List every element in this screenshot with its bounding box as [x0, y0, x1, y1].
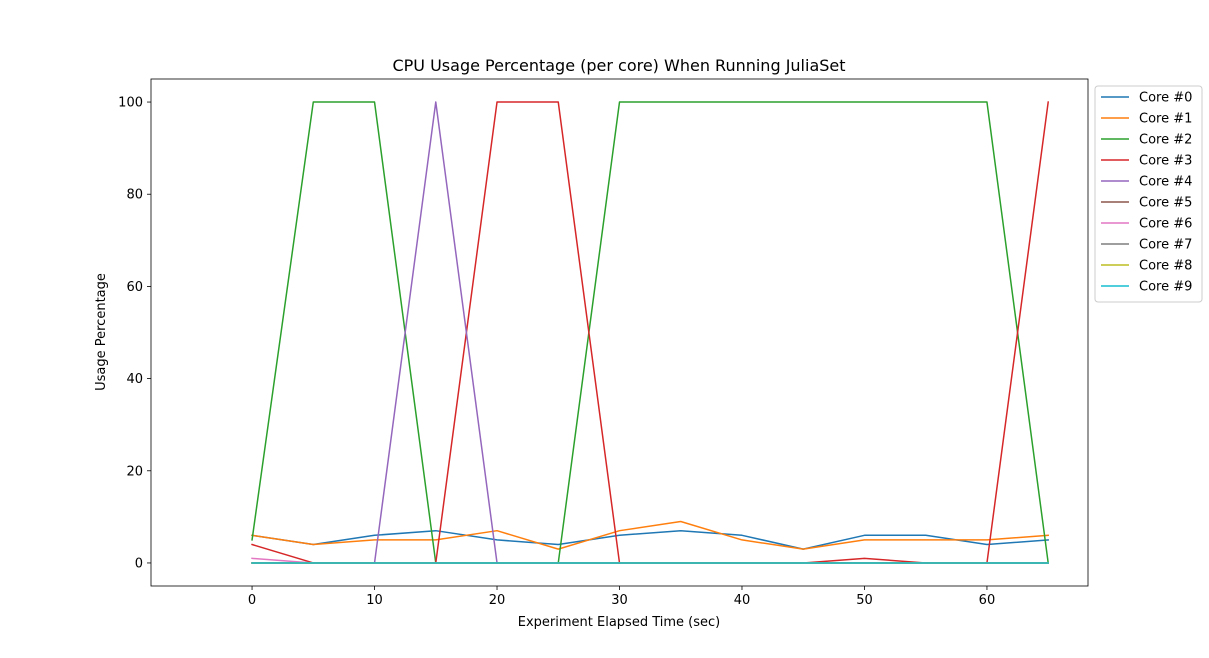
legend-label-core-2: Core #2	[1139, 133, 1192, 148]
y-tick-label: 100	[118, 96, 143, 111]
y-tick-label: 80	[126, 188, 143, 203]
legend-label-core-5: Core #5	[1139, 196, 1192, 211]
y-tick-label: 60	[126, 280, 143, 295]
x-tick-label: 30	[611, 593, 628, 608]
legend-label-core-4: Core #4	[1139, 175, 1192, 190]
y-tick-label: 20	[126, 464, 143, 479]
legend: Core #0 Core #1 Core #2 Core #3 Core #4 Core …	[1094, 85, 1203, 303]
legend-label-core-7: Core #7	[1139, 238, 1192, 253]
legend-label-core-1: Core #1	[1139, 112, 1192, 127]
x-tick-label: 20	[489, 593, 506, 608]
legend-label-core-9: Core #9	[1139, 280, 1192, 295]
legend-label-core-3: Core #3	[1139, 154, 1192, 169]
legend-label-core-8: Core #8	[1139, 259, 1192, 274]
x-axis-label: Experiment Elapsed Time (sec)	[518, 615, 720, 630]
x-tick-label: 0	[248, 593, 256, 608]
y-tick-label: 0	[135, 556, 143, 571]
chart-title: CPU Usage Percentage (per core) When Run…	[392, 56, 845, 75]
x-tick-label: 40	[734, 593, 751, 608]
series-line-core-2	[251, 101, 1050, 564]
x-tick-label: 10	[366, 593, 383, 608]
y-tick-label: 40	[126, 372, 143, 387]
plot-area: 0 10 20 30 40 50 60 0 20 40 60 80 100	[118, 78, 1089, 608]
series-line-core-3	[251, 101, 1050, 564]
series-line-core-0	[251, 529, 1049, 550]
y-axis-label: Usage Percentage	[94, 273, 109, 391]
x-tick-label: 50	[856, 593, 873, 608]
legend-label-core-6: Core #6	[1139, 217, 1192, 232]
legend-label-core-0: Core #0	[1139, 91, 1192, 106]
series-line-core-1	[251, 520, 1049, 550]
x-tick-label: 60	[979, 593, 996, 608]
plot-frame	[150, 78, 1089, 587]
series-line-core-4	[251, 101, 1049, 564]
legend-box	[1094, 85, 1203, 303]
